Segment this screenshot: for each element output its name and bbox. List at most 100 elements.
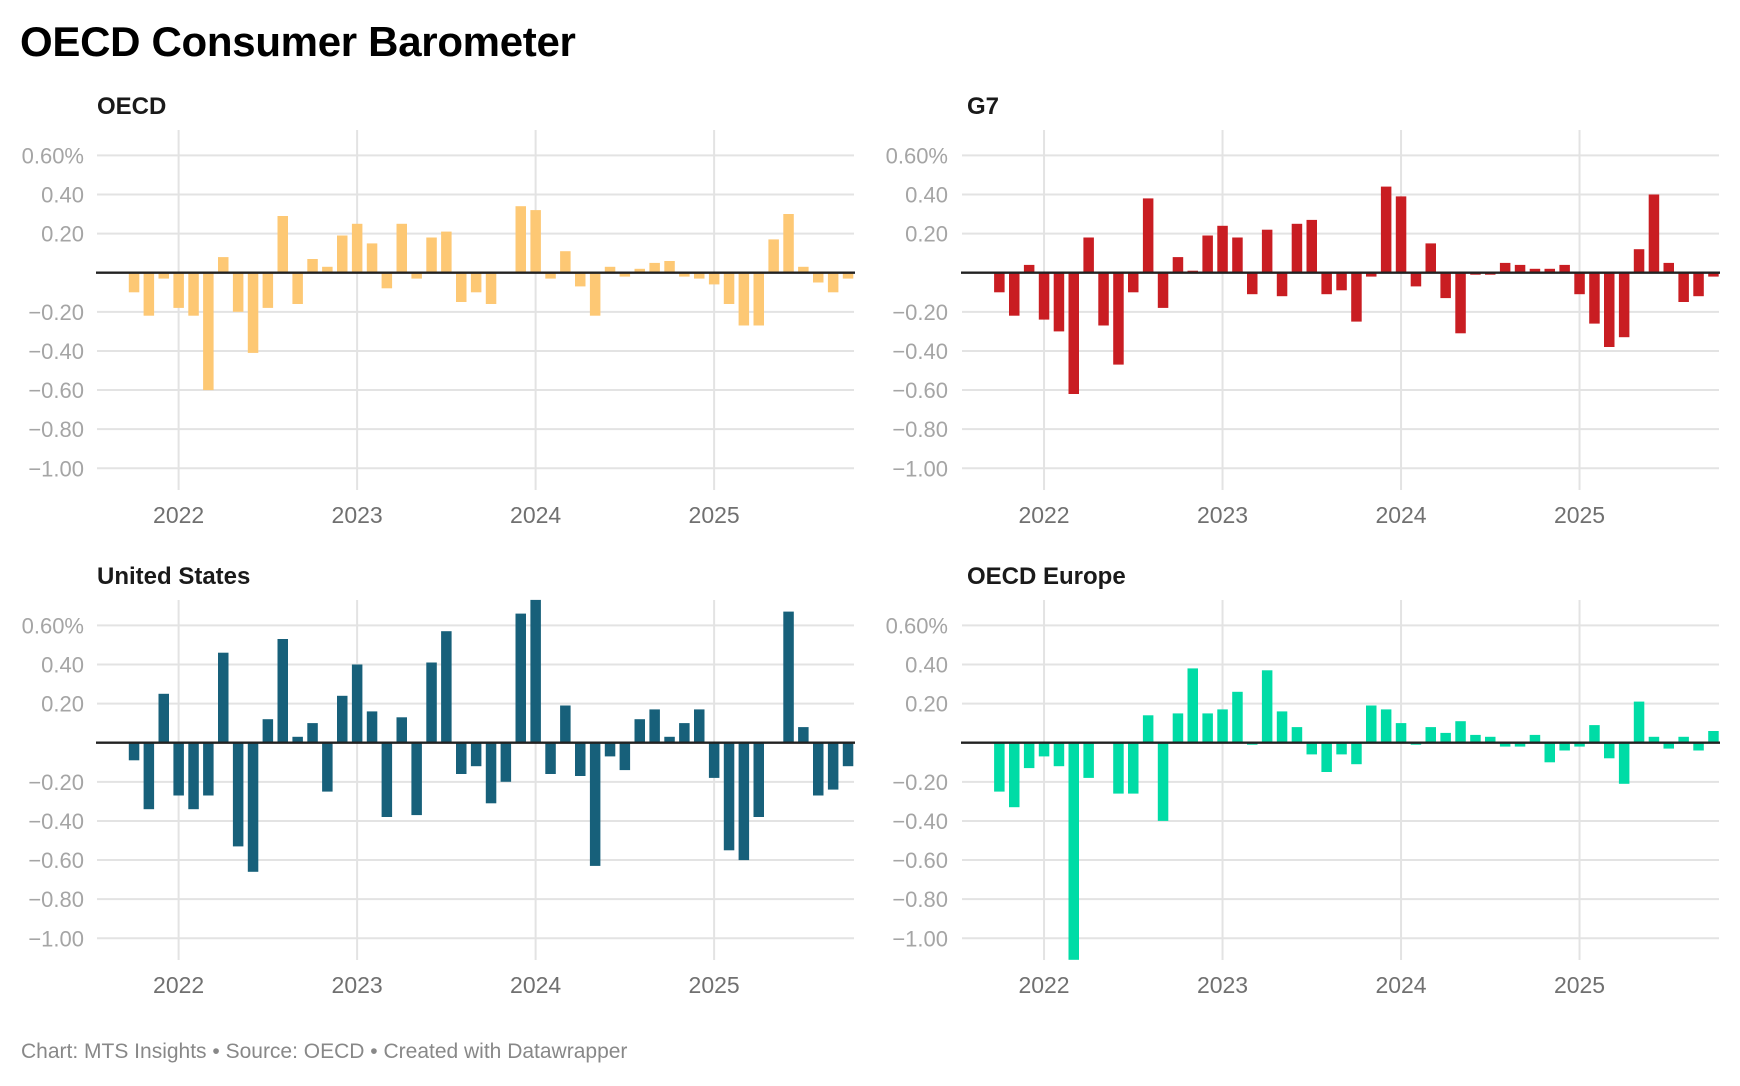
bar: 2025-08: -0.05 (813, 272, 824, 283)
bar: 2024-11: 0.1 (679, 723, 690, 743)
bar: 2025-05: 0.21 (1633, 701, 1645, 743)
bar: 2023-06: 0.08 (1291, 727, 1303, 743)
y-tick-label: −0.40 (892, 339, 948, 364)
y-tick-label: 0.20 (41, 692, 84, 717)
bar: 2025-10: 0.06 (1708, 731, 1719, 743)
bar: 2022-04: 0.46 (218, 652, 229, 743)
x-tick-label: 2024 (1375, 972, 1426, 998)
y-tick-label: 0.20 (41, 222, 84, 247)
bar: 2025-09: -0.24 (827, 742, 839, 790)
bar: 2023-10: -0.11 (1351, 742, 1362, 765)
bar: 2022-02: -0.22 (188, 272, 199, 316)
bar: 2022-06: -0.66 (247, 742, 259, 872)
bar: 2022-04: 0.18 (1083, 237, 1094, 273)
y-tick-label: 0.60% (22, 143, 84, 168)
bar: 2025-05: 0.12 (1633, 249, 1645, 273)
bar: 2024-06: 0.04 (1470, 734, 1481, 743)
bar: 2022-07: -0.1 (1128, 272, 1139, 293)
bar: 2021-12: -0.03 (158, 272, 169, 279)
bar: 2022-12: 0.19 (337, 235, 348, 273)
y-tick-label: −0.60 (892, 378, 948, 403)
y-tick-label: −0.80 (28, 887, 84, 912)
bar: 2024-08: -0.02 (1499, 742, 1511, 747)
bar: 2024-02: -0.03 (545, 272, 556, 279)
bar: 2025-07: 0.08 (798, 727, 809, 743)
y-tick-label: 0.20 (905, 222, 948, 247)
bar: 2023-09: -0.06 (1336, 742, 1347, 755)
bar: 2025-09: -0.1 (827, 272, 839, 293)
y-tick-label: 0.40 (41, 182, 84, 207)
bar: 2023-08: -0.16 (456, 742, 467, 774)
bar: 2023-09: -0.09 (1336, 272, 1347, 291)
y-tick-label: −0.40 (28, 339, 84, 364)
y-tick-label: −1.00 (28, 926, 84, 951)
y-tick-label: −0.20 (892, 770, 948, 795)
bar: 2023-04: 0.37 (1261, 670, 1273, 743)
bar: 2022-03: -0.27 (203, 742, 214, 796)
bar: 2022-11: -0.25 (322, 742, 333, 792)
bar: 2023-07: 0.57 (441, 631, 452, 743)
bar: 2025-10: -0.12 (842, 742, 854, 767)
bar: 2022-06: -0.26 (1113, 742, 1124, 794)
x-tick-label: 2023 (1197, 972, 1248, 998)
bar: 2023-10: -0.25 (1351, 272, 1362, 322)
bar: 2025-01: -0.06 (708, 272, 720, 285)
y-tick-label: 0.40 (905, 652, 948, 677)
bar: 2023-06: 0.18 (426, 237, 437, 273)
bar: 2022-06: -0.47 (1113, 272, 1124, 365)
y-tick-label: −0.80 (892, 887, 948, 912)
bar: 2022-02: -0.34 (188, 742, 199, 810)
x-tick-label: 2024 (510, 972, 561, 998)
bar: 2022-01: -0.07 (1038, 742, 1050, 757)
bar: 2025-09: -0.04 (1693, 742, 1704, 751)
bar: 2024-05: -0.22 (589, 272, 601, 316)
bar: 2022-03: -0.6 (203, 272, 214, 391)
bar: 2024-01: 0.73 (530, 599, 541, 743)
bar: 2022-12: 0.19 (1202, 235, 1213, 273)
bar: 2022-09: -0.18 (1157, 272, 1169, 308)
bar: 2024-03: 0.19 (560, 705, 571, 743)
bar: 2025-04: -0.21 (1618, 742, 1630, 784)
bar: 2023-02: 0.16 (366, 711, 378, 743)
bar: 2021-12: 0.04 (1023, 264, 1035, 273)
x-tick-label: 2022 (1018, 502, 1069, 528)
y-tick-label: −0.80 (892, 417, 948, 442)
bar: 2023-01: 0.25 (351, 223, 363, 273)
bar: 2022-02: -0.12 (1053, 742, 1065, 767)
bar: 2024-01: 0.32 (530, 210, 541, 273)
bar: 2023-04: 0.13 (396, 717, 407, 743)
y-tick-label: 0.60% (886, 613, 948, 638)
y-tick-label: −0.20 (28, 300, 84, 325)
bar: 2024-08: 0.05 (1499, 262, 1511, 273)
bar: 2023-04: 0.25 (396, 223, 407, 273)
bar: 2023-12: 0.44 (1380, 186, 1392, 273)
bar: 2024-10: 0.02 (1529, 268, 1541, 273)
bar: 2024-06: 0.03 (604, 266, 616, 273)
bar: 2025-03: -0.27 (738, 272, 750, 326)
bar: 2023-09: -0.1 (470, 272, 482, 293)
bar: 2024-04: -0.07 (575, 272, 586, 287)
bar: 2024-01: 0.39 (1395, 196, 1407, 273)
panel-title: OECD (97, 93, 166, 120)
bar: 2022-03: -1.11 (1068, 742, 1079, 960)
bar: 2023-06: 0.25 (1291, 223, 1303, 273)
bar: 2025-03: -0.6 (738, 742, 750, 861)
bar: 2023-10: -0.16 (485, 272, 497, 304)
x-tick-label: 2025 (689, 502, 740, 528)
x-tick-label: 2025 (689, 972, 740, 998)
bar: 2022-07: -0.18 (262, 272, 274, 308)
bar: 2023-10: -0.31 (485, 742, 497, 804)
bar: 2025-02: -0.16 (723, 272, 735, 304)
bar: 2021-10: -0.1 (128, 272, 140, 293)
bar: 2022-10: 0.1 (307, 723, 318, 743)
bar: 2023-03: -0.38 (381, 742, 393, 817)
bar: 2024-02: -0.07 (1410, 272, 1422, 287)
bar: 2024-08: 0.12 (634, 719, 645, 743)
bar: 2023-03: -0.08 (381, 272, 393, 289)
bar: 2024-08: 0.02 (634, 268, 645, 273)
y-tick-label: −1.00 (892, 926, 948, 951)
bar: 2023-05: 0.16 (1276, 711, 1288, 743)
bar: 2023-11: 0.19 (1366, 705, 1377, 743)
x-tick-label: 2025 (1554, 502, 1605, 528)
bar: 2025-07: -0.03 (1663, 742, 1674, 749)
